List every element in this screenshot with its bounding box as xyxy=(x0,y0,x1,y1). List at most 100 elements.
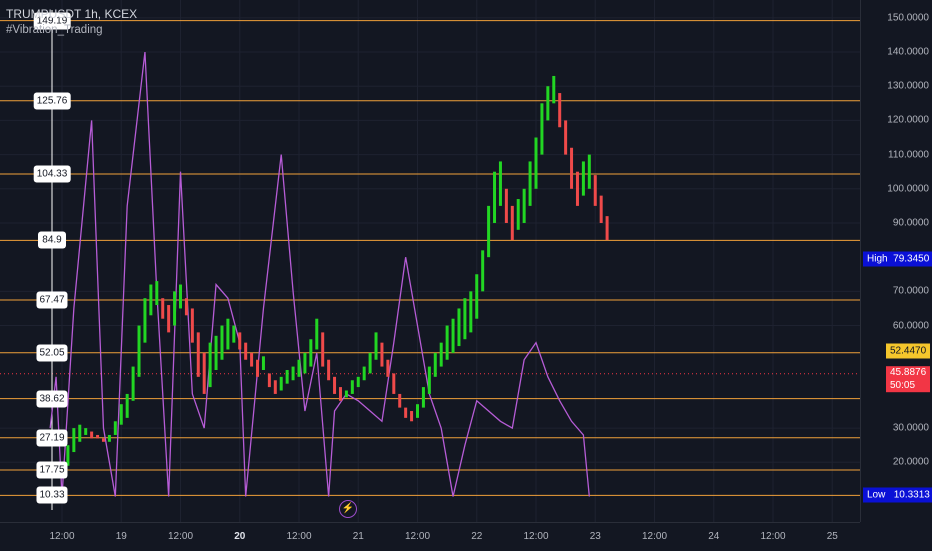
price-tick: 150.0000 xyxy=(887,12,929,24)
candle xyxy=(167,305,171,333)
price-tick: 60.0000 xyxy=(892,320,929,332)
candle xyxy=(285,369,289,384)
candle xyxy=(552,75,556,104)
candle xyxy=(84,428,88,435)
vibration-level-lines xyxy=(0,10,860,510)
candle xyxy=(149,284,153,316)
candle xyxy=(173,291,177,326)
price-tick: 100.0000 xyxy=(887,183,929,195)
candle xyxy=(232,325,236,343)
candle xyxy=(356,376,360,388)
candle xyxy=(404,407,408,418)
time-tick: 12:00 xyxy=(641,531,668,542)
candle xyxy=(362,366,366,381)
candle xyxy=(587,154,591,189)
grid-lines xyxy=(0,0,860,522)
candle xyxy=(333,376,337,394)
time-axis[interactable]: 12:00 19 12:00 20 12:00 21 12:00 22 12:00 23 12:00… xyxy=(0,522,860,551)
candle xyxy=(256,359,260,377)
candle xyxy=(593,175,597,206)
vibration-indicator-line xyxy=(49,51,590,497)
time-tick: 21 xyxy=(352,531,364,542)
candle xyxy=(107,434,111,442)
candle xyxy=(516,199,520,230)
candle xyxy=(214,335,218,370)
indicator-title[interactable]: #Vibration_Trading xyxy=(6,24,103,36)
candle xyxy=(457,308,461,347)
candle xyxy=(220,325,224,360)
time-tick: 22 xyxy=(471,531,483,542)
candle xyxy=(504,188,508,223)
low-tag-value: 10.3313 xyxy=(893,489,930,501)
candle xyxy=(303,352,307,374)
candle xyxy=(202,352,206,394)
level-price-tag: 52.4470 xyxy=(886,343,931,359)
candle xyxy=(119,404,123,425)
candle xyxy=(433,352,437,377)
price-chart[interactable] xyxy=(0,0,860,522)
candle xyxy=(427,366,431,394)
candle xyxy=(250,352,254,367)
candle xyxy=(469,291,473,333)
price-tick: 130.0000 xyxy=(887,80,929,92)
candle xyxy=(155,281,159,306)
candle xyxy=(599,195,603,223)
candle xyxy=(481,250,485,292)
price-tick: 140.0000 xyxy=(887,46,929,58)
candle xyxy=(540,103,544,155)
candle xyxy=(273,380,277,394)
price-tick: 110.0000 xyxy=(888,149,929,161)
time-tick: 12:00 xyxy=(404,531,431,542)
countdown-value: 50:05 xyxy=(890,379,916,391)
candle xyxy=(113,421,117,435)
candle xyxy=(368,352,372,374)
price-axis[interactable]: 150.0000 140.0000 130.0000 120.0000 110.0000… xyxy=(860,0,932,522)
symbol-title[interactable]: TRUMPUSDT 1h, KCEX xyxy=(6,7,138,21)
candle xyxy=(315,318,319,350)
low-tag-label: Low xyxy=(867,489,886,501)
candle xyxy=(72,428,76,453)
candle xyxy=(445,325,449,360)
candle xyxy=(196,332,200,377)
candle xyxy=(350,380,354,394)
candle xyxy=(528,161,532,206)
price-tick: 30.0000 xyxy=(892,422,929,434)
candle xyxy=(498,161,502,206)
candle xyxy=(179,284,182,309)
time-tick: 12:00 xyxy=(167,531,194,542)
lightning-icon[interactable]: ⚡ xyxy=(339,500,357,518)
candle xyxy=(244,342,248,360)
price-tick: 70.0000 xyxy=(892,285,929,297)
candle xyxy=(374,332,378,360)
candle xyxy=(279,376,283,391)
candle xyxy=(261,356,265,370)
candle xyxy=(101,438,105,442)
low-tag: Low 10.3313 xyxy=(863,487,932,503)
time-tick: 19 xyxy=(115,531,127,542)
candle xyxy=(570,147,574,189)
candle xyxy=(344,390,348,398)
candle xyxy=(66,445,70,466)
candle xyxy=(267,373,271,388)
candle xyxy=(238,332,242,350)
candle xyxy=(463,298,467,340)
candle xyxy=(380,342,384,367)
vibration-polyline xyxy=(49,51,590,497)
candle xyxy=(581,161,585,196)
candle xyxy=(416,404,419,418)
time-tick: 24 xyxy=(708,531,720,542)
high-tag-label: High xyxy=(867,253,888,265)
candle xyxy=(291,366,295,381)
time-tick: 12:00 xyxy=(286,531,312,542)
candle xyxy=(184,298,188,316)
last-price-value: 45.8876 xyxy=(890,366,927,378)
candle xyxy=(522,188,526,223)
candle xyxy=(534,137,538,189)
candle xyxy=(564,120,568,155)
candle xyxy=(392,373,396,394)
candle xyxy=(208,342,212,388)
candle xyxy=(439,342,443,367)
candle xyxy=(90,431,94,439)
candle xyxy=(546,86,550,121)
candle xyxy=(137,325,141,377)
